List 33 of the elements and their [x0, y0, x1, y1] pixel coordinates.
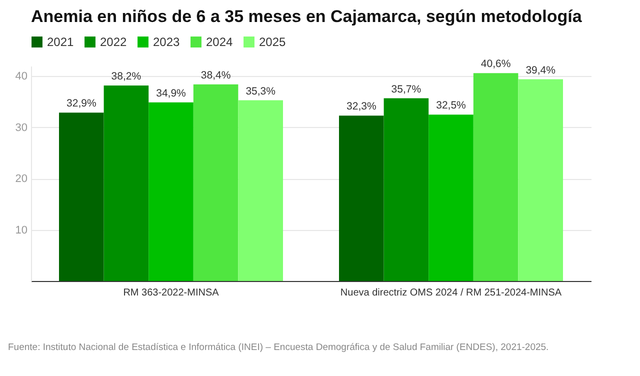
data-label: 40,6%: [480, 58, 511, 70]
y-tick-label: 10: [15, 224, 28, 236]
bar: [518, 79, 563, 281]
bar: [384, 98, 429, 281]
data-label: 32,5%: [436, 100, 466, 112]
bar: [104, 85, 149, 281]
bar: [148, 102, 194, 281]
legend-label: 2024: [206, 35, 234, 49]
x-tick-label: Nueva directriz OMS 2024 / RM 251-2024-MINSA: [340, 288, 562, 298]
bar: [339, 116, 384, 281]
x-tick-label: RM 363-2022-MINSA: [123, 288, 220, 298]
y-tick-label: 20: [15, 173, 28, 186]
legend-label: 2021: [47, 35, 74, 49]
data-label: 35,3%: [246, 85, 276, 98]
data-label: 32,9%: [66, 98, 96, 110]
data-label: 38,4%: [200, 69, 231, 82]
source-note: Fuente: Instituto Nacional de Estadística e Informática (INEI) – Encuesta Demográfica y de Salud Familiar (ENDES), 2021-2025.: [8, 342, 549, 353]
data-label: 34,9%: [156, 87, 186, 100]
data-label: 32,3%: [346, 100, 376, 113]
data-label: 39,4%: [526, 64, 556, 76]
bar: [193, 84, 238, 281]
bar: [59, 112, 104, 281]
y-tick-label: 40: [15, 70, 28, 83]
bar: [473, 73, 518, 281]
legend-label: 2023: [153, 35, 180, 49]
y-tick-label: 30: [15, 122, 28, 134]
bar: [428, 114, 474, 281]
data-label: 38,2%: [111, 70, 142, 82]
legend-label: 2025: [259, 35, 286, 49]
legend-label: 2022: [100, 35, 128, 49]
chart-title: Anemia en niños de 6 a 35 meses en Cajamarca, según metodología: [31, 7, 582, 26]
data-label: 35,7%: [391, 83, 422, 96]
bar: [238, 100, 283, 281]
